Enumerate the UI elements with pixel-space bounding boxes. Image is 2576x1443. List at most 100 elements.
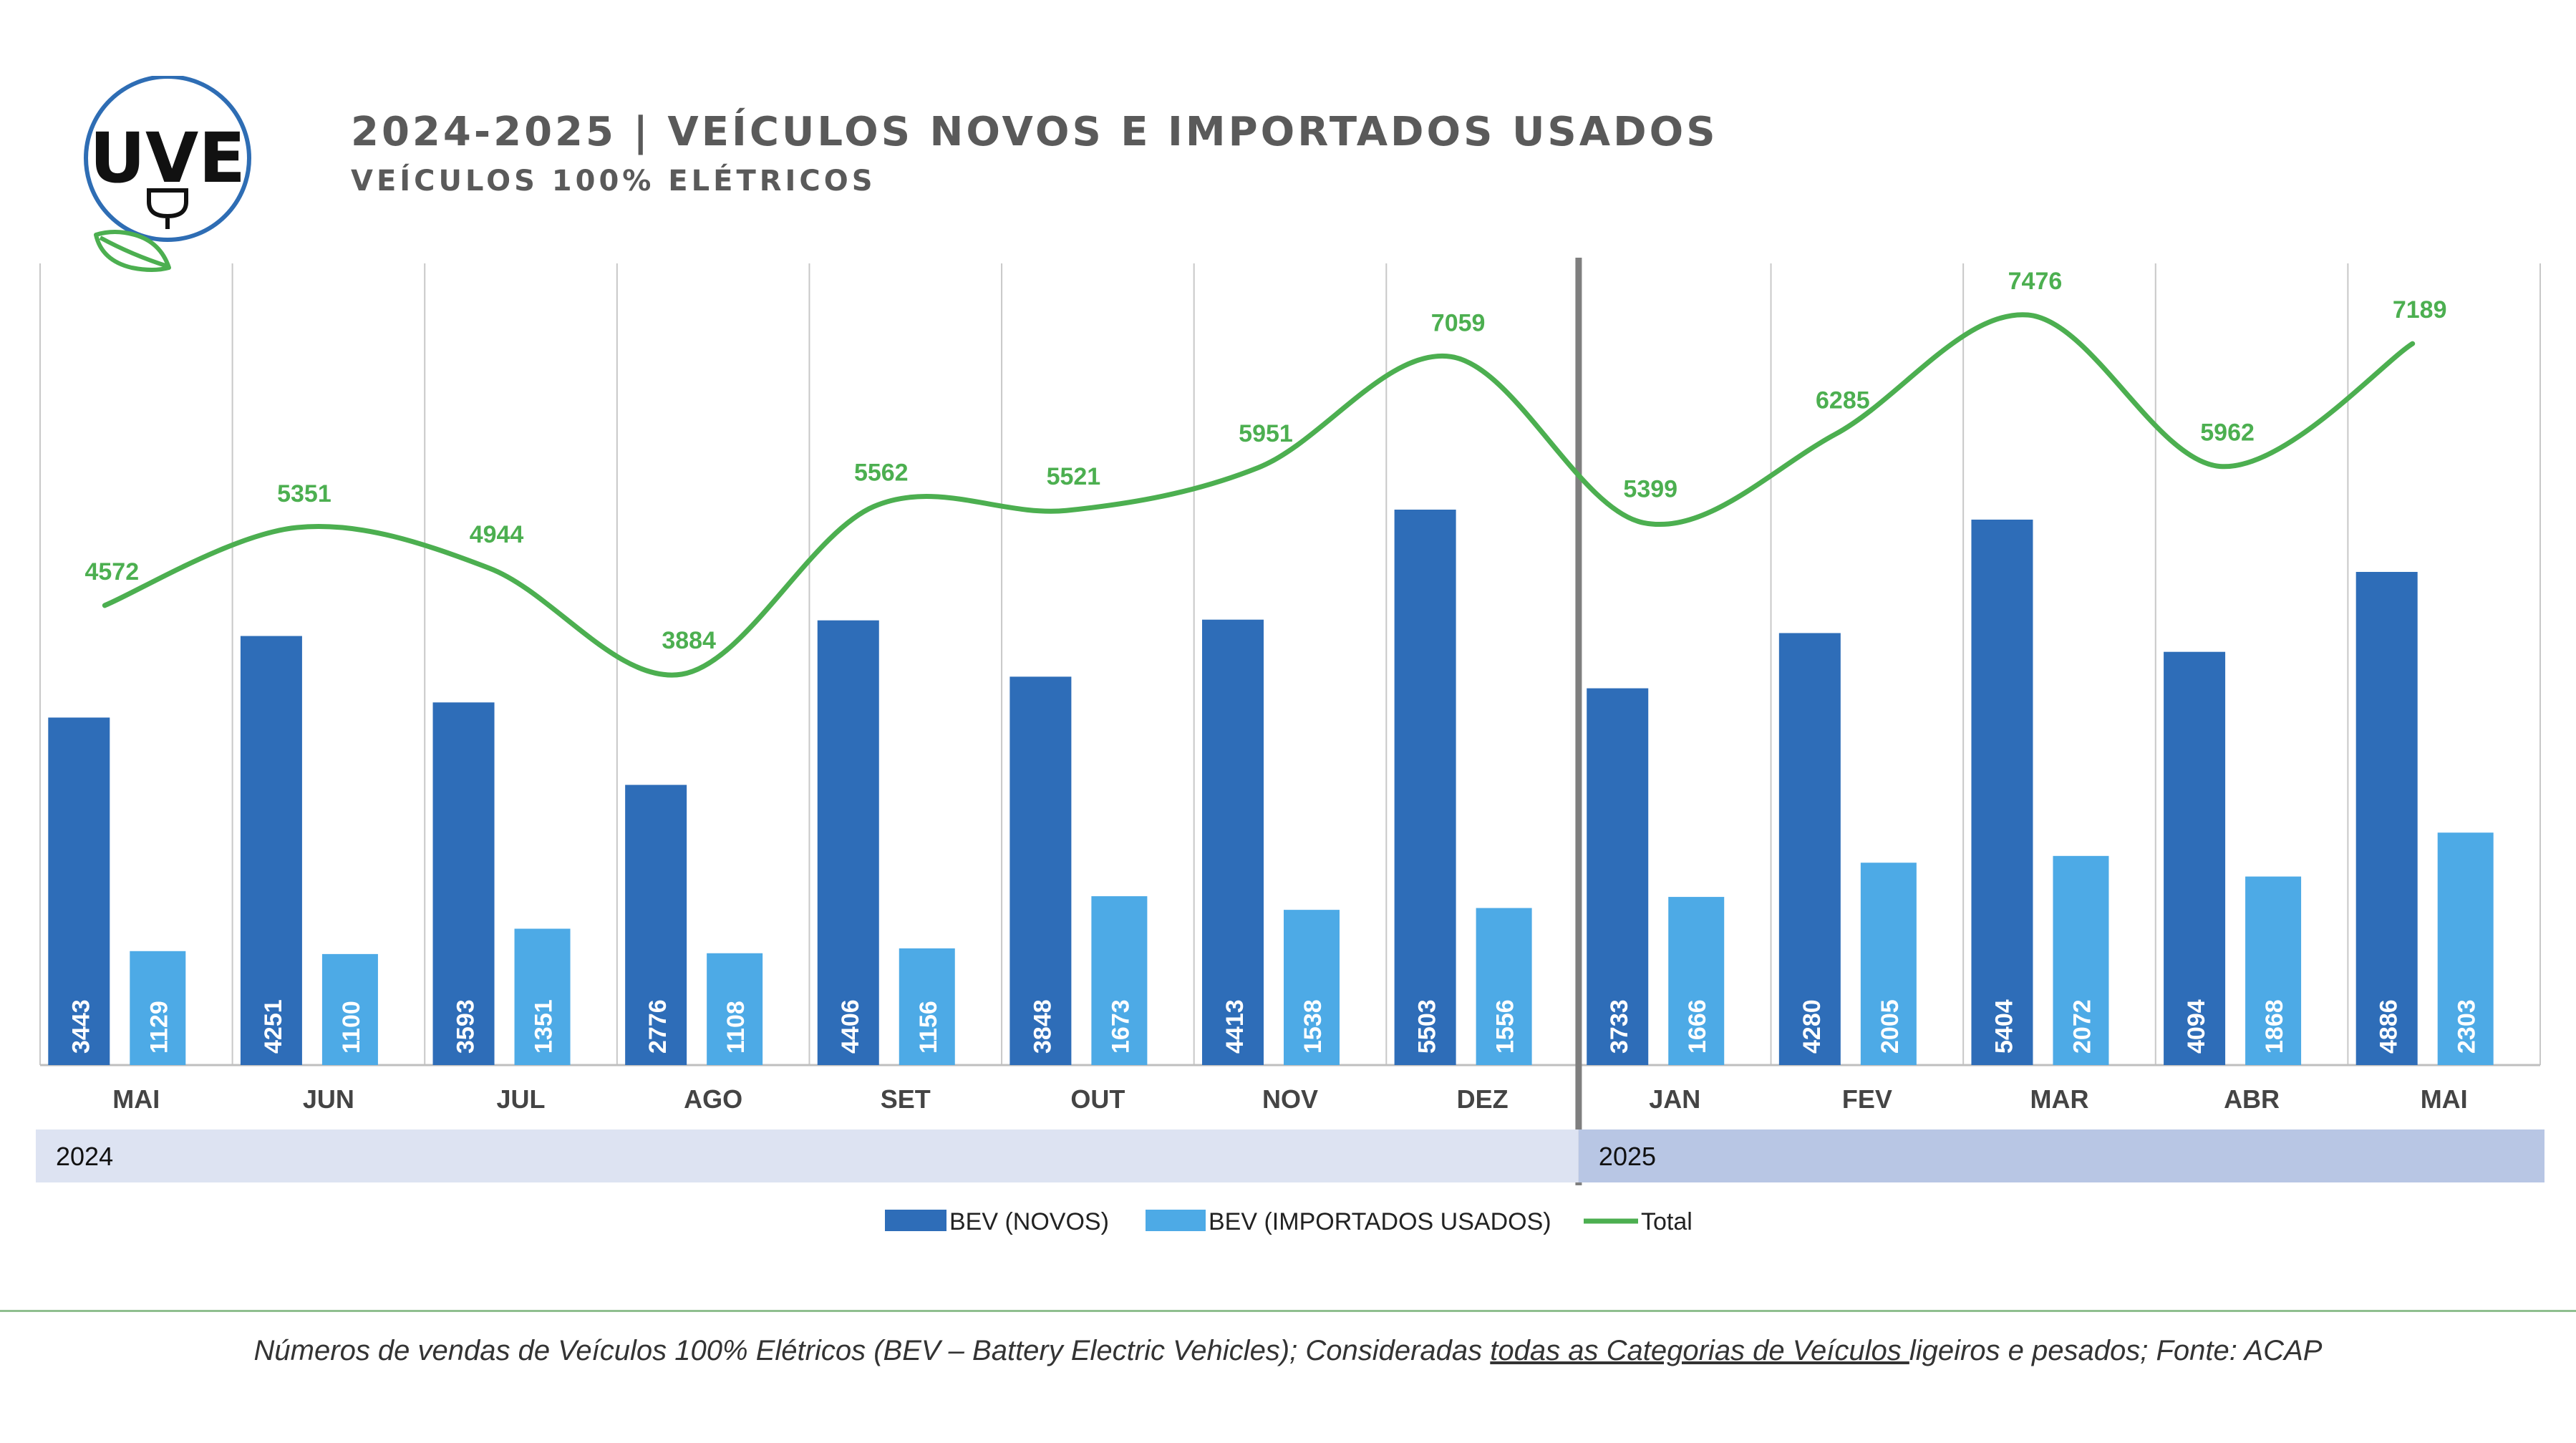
bar-bev-importados bbox=[707, 953, 763, 1065]
legend: BEV (NOVOS) BEV (IMPORTADOS USADOS) Total bbox=[885, 1208, 1693, 1235]
x-tick-label: MAR bbox=[2030, 1084, 2088, 1114]
bar-bev-importados bbox=[1091, 896, 1148, 1065]
bar-bev-importados bbox=[1284, 910, 1340, 1065]
x-tick-label: MAI bbox=[2421, 1084, 2468, 1114]
x-tick-label: JAN bbox=[1649, 1084, 1700, 1114]
bar-value-label: 1666 bbox=[1684, 999, 1711, 1054]
bar-value-label: 4413 bbox=[1221, 999, 1249, 1054]
bar-bev-importados bbox=[1476, 908, 1532, 1065]
bar-value-label: 3443 bbox=[67, 999, 95, 1054]
plug-icon bbox=[147, 188, 188, 229]
total-value-label: 4944 bbox=[470, 521, 524, 548]
logo-text: UVE bbox=[89, 118, 246, 198]
total-value-label: 7189 bbox=[2393, 296, 2447, 324]
x-tick-label: DEZ bbox=[1457, 1084, 1509, 1114]
year-band-2024 bbox=[36, 1129, 1579, 1182]
footnote: Números de vendas de Veículos 100% Elétr… bbox=[0, 1285, 2576, 1367]
total-value-label: 4572 bbox=[84, 558, 139, 586]
year-label: 2024 bbox=[56, 1142, 113, 1171]
bar-value-label: 1538 bbox=[1299, 999, 1327, 1054]
bar-value-label: 3848 bbox=[1029, 999, 1056, 1054]
total-value-label: 5521 bbox=[1047, 463, 1101, 490]
leaf-icon bbox=[94, 230, 171, 272]
bar-bev-novos bbox=[1202, 619, 1264, 1065]
year-label: 2025 bbox=[1599, 1142, 1656, 1171]
year-band-2025 bbox=[1578, 1129, 2544, 1182]
total-value-label: 5562 bbox=[854, 459, 909, 486]
x-tick-label: SET bbox=[881, 1084, 931, 1114]
x-tick-label: NOV bbox=[1262, 1084, 1318, 1114]
bar-bev-novos bbox=[817, 620, 879, 1065]
bar-bev-importados bbox=[1668, 897, 1725, 1065]
bar-bev-novos bbox=[1394, 510, 1456, 1065]
bar-bev-importados bbox=[514, 928, 571, 1065]
footer-divider bbox=[0, 1310, 2576, 1312]
bar-bev-novos bbox=[48, 717, 110, 1065]
bar-bev-novos bbox=[1971, 519, 2033, 1065]
chart-subtitle: VEÍCULOS 100% ELÉTRICOS bbox=[351, 165, 876, 198]
bar-bev-importados bbox=[2245, 876, 2302, 1065]
bar-value-label: 4406 bbox=[837, 999, 864, 1054]
bar-value-label: 1868 bbox=[2261, 999, 2288, 1054]
bar-value-label: 1556 bbox=[1492, 999, 1519, 1054]
bar-bev-importados bbox=[130, 951, 186, 1065]
labels-layer: 3443 1129 MAI 4251 1100 JUN 3593 1351 JUL 2776 110… bbox=[67, 268, 2480, 1114]
x-tick-label: JUN bbox=[303, 1084, 354, 1114]
bar-value-label: 4886 bbox=[2376, 999, 2403, 1054]
bar-value-label: 1156 bbox=[915, 1001, 942, 1054]
total-value-label: 5399 bbox=[1623, 475, 1677, 502]
bar-bev-novos bbox=[1587, 688, 1649, 1065]
bar-value-label: 1108 bbox=[722, 1001, 750, 1054]
legend-label: Total bbox=[1641, 1208, 1693, 1235]
x-tick-label: JUL bbox=[497, 1084, 546, 1114]
bar-value-label: 5503 bbox=[1414, 999, 1441, 1054]
bar-value-label: 2005 bbox=[1877, 999, 1904, 1054]
bar-value-label: 2303 bbox=[2454, 999, 2481, 1054]
bar-bev-importados bbox=[1860, 863, 1917, 1065]
bar-bev-importados bbox=[2053, 855, 2109, 1065]
bar-bev-importados bbox=[2437, 832, 2494, 1065]
bar-value-label: 4094 bbox=[2183, 999, 2210, 1054]
bar-value-label: 2072 bbox=[2068, 999, 2096, 1054]
total-value-label: 3884 bbox=[662, 627, 716, 654]
bar-bev-importados bbox=[321, 953, 378, 1065]
bar-bev-novos bbox=[2355, 572, 2418, 1065]
x-tick-label: OUT bbox=[1070, 1084, 1125, 1114]
x-tick-label: MAI bbox=[112, 1084, 160, 1114]
bar-value-label: 5404 bbox=[1990, 999, 2018, 1054]
bar-value-label: 1673 bbox=[1107, 999, 1134, 1054]
bar-bev-novos bbox=[625, 784, 687, 1065]
x-tick-label: FEV bbox=[1842, 1084, 1892, 1114]
bars-layer bbox=[48, 510, 2494, 1065]
bar-value-label: 3733 bbox=[1606, 999, 1633, 1054]
bar-value-label: 2776 bbox=[644, 999, 672, 1054]
x-tick-label: ABR bbox=[2224, 1084, 2280, 1114]
bar-value-label: 4280 bbox=[1798, 999, 1826, 1054]
bar-bev-novos bbox=[432, 702, 495, 1065]
footnote-underlined: todas as Categorias de Veículos bbox=[1490, 1335, 1909, 1366]
total-value-label: 5351 bbox=[277, 480, 331, 507]
footnote-text-2: ligeiros e pesados; Fonte: ACAP bbox=[1909, 1335, 2323, 1366]
uve-logo: UVE bbox=[84, 76, 251, 272]
legend-label: BEV (NOVOS) bbox=[949, 1208, 1109, 1235]
bar-line-chart: 3443 1129 MAI 4251 1100 JUN 3593 1351 JUL 2776 110… bbox=[36, 258, 2544, 1235]
total-value-label: 7476 bbox=[2008, 268, 2063, 295]
logo-ring bbox=[84, 76, 251, 242]
bar-bev-novos bbox=[1009, 676, 1072, 1065]
year-band: 2024 2025 bbox=[36, 1129, 2544, 1182]
bar-value-label: 3593 bbox=[452, 999, 480, 1054]
x-tick-label: AGO bbox=[684, 1084, 742, 1114]
bar-value-label: 4251 bbox=[260, 999, 287, 1054]
total-value-label: 5962 bbox=[2200, 419, 2255, 447]
bar-value-label: 1100 bbox=[338, 1001, 365, 1054]
bar-bev-novos bbox=[1778, 633, 1841, 1065]
total-value-label: 7059 bbox=[1431, 309, 1486, 336]
bar-bev-importados bbox=[899, 948, 955, 1065]
footnote-text-1: Números de vendas de Veículos 100% Elétr… bbox=[253, 1335, 1491, 1366]
bar-value-label: 1351 bbox=[531, 999, 558, 1054]
total-value-label: 5951 bbox=[1239, 420, 1293, 447]
legend-swatch bbox=[1146, 1210, 1206, 1231]
bar-bev-novos bbox=[240, 636, 302, 1065]
legend-swatch bbox=[885, 1210, 946, 1231]
legend-label: BEV (IMPORTADOS USADOS) bbox=[1209, 1208, 1551, 1235]
